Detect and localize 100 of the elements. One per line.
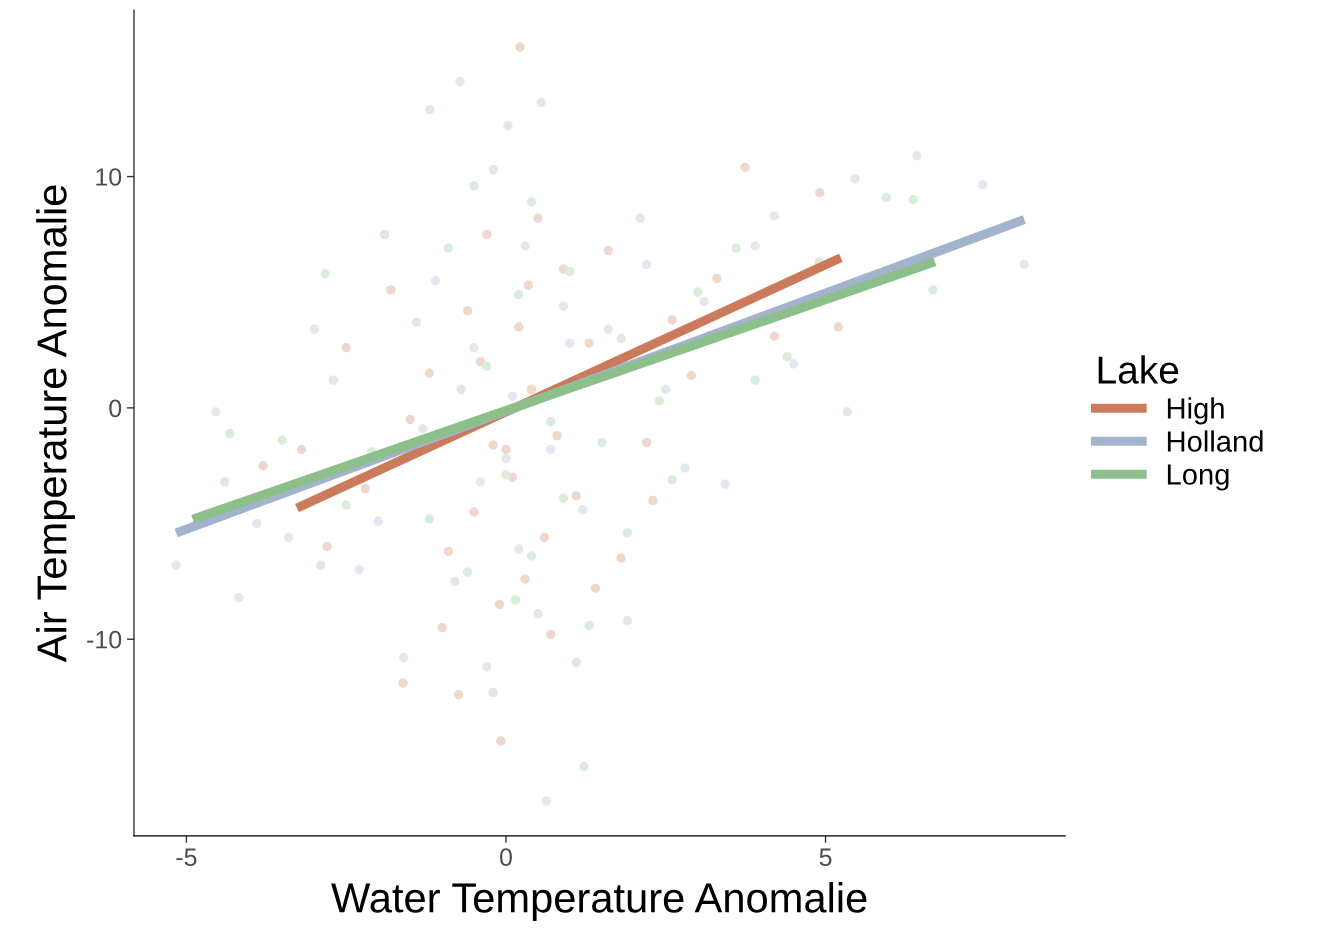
point (360, 484, 371, 494)
point (494, 599, 505, 610)
point (842, 407, 852, 417)
point (488, 164, 498, 175)
point (546, 629, 556, 640)
point (526, 197, 537, 207)
point (731, 243, 741, 253)
point (501, 470, 511, 480)
point (405, 414, 415, 425)
point (782, 352, 792, 362)
point (225, 428, 235, 438)
point (584, 338, 594, 348)
point (501, 444, 511, 455)
point (450, 576, 460, 587)
point (536, 97, 546, 108)
point (320, 269, 330, 279)
point (565, 338, 575, 348)
point (379, 229, 390, 240)
point (571, 657, 581, 668)
point (296, 444, 307, 455)
y-axis-title: Air Temperature Anomalie (36, 185, 75, 663)
point (533, 609, 543, 619)
point (928, 285, 938, 295)
point (503, 121, 513, 131)
x-tick-label: -5 (176, 848, 197, 867)
point (520, 241, 530, 251)
point (699, 296, 709, 307)
point (482, 662, 492, 672)
point (443, 243, 454, 253)
point (533, 213, 543, 223)
point (510, 595, 521, 605)
point (277, 435, 287, 445)
point (482, 229, 492, 240)
point (373, 516, 383, 526)
point (386, 285, 396, 295)
legend-title: Lake (1098, 355, 1179, 384)
y-tick-label: 0 (109, 399, 122, 418)
point (220, 477, 230, 487)
point (558, 493, 569, 503)
point (425, 104, 435, 115)
point (475, 477, 486, 487)
point (648, 495, 658, 506)
point (616, 333, 626, 344)
point (539, 532, 549, 543)
point (571, 491, 581, 501)
point (475, 356, 486, 367)
legend-label: High (1167, 397, 1224, 425)
point (769, 211, 780, 221)
point (590, 583, 601, 593)
point (541, 796, 551, 806)
point (622, 616, 633, 626)
point (597, 437, 607, 448)
point (579, 761, 589, 772)
point (424, 368, 434, 378)
point (456, 384, 466, 395)
legend-label: Long (1167, 464, 1229, 491)
point (443, 546, 454, 556)
point (908, 195, 918, 205)
point (507, 391, 518, 401)
x-tick-label: 0 (500, 848, 512, 867)
point (454, 690, 464, 700)
point (667, 315, 677, 325)
point (978, 179, 988, 190)
point (603, 324, 613, 334)
point (514, 544, 524, 554)
point (469, 343, 479, 353)
point (252, 518, 262, 529)
point (693, 287, 703, 297)
point (833, 322, 843, 332)
point (654, 396, 665, 406)
point (552, 430, 562, 441)
point (328, 375, 339, 385)
point (523, 280, 533, 290)
point (622, 528, 633, 538)
point (850, 174, 860, 184)
y-tick-label: 10 (96, 168, 122, 186)
point (526, 384, 537, 395)
point (788, 359, 799, 369)
point (680, 463, 690, 473)
point (558, 301, 569, 311)
point (667, 474, 677, 485)
point (881, 192, 891, 203)
point (455, 77, 465, 87)
point (514, 289, 524, 300)
point (315, 560, 326, 570)
point (354, 565, 364, 575)
point (309, 324, 319, 334)
point (1019, 259, 1029, 270)
point (496, 736, 506, 746)
point (635, 213, 645, 223)
point (565, 266, 575, 277)
point (431, 276, 441, 286)
point (341, 500, 351, 510)
point (578, 505, 588, 515)
point (712, 273, 722, 283)
legend-label: Holland (1167, 430, 1263, 452)
point (234, 592, 244, 603)
x-axis-title: Water Temperature Anomalie (331, 882, 867, 921)
point (258, 461, 268, 471)
point (488, 440, 498, 450)
